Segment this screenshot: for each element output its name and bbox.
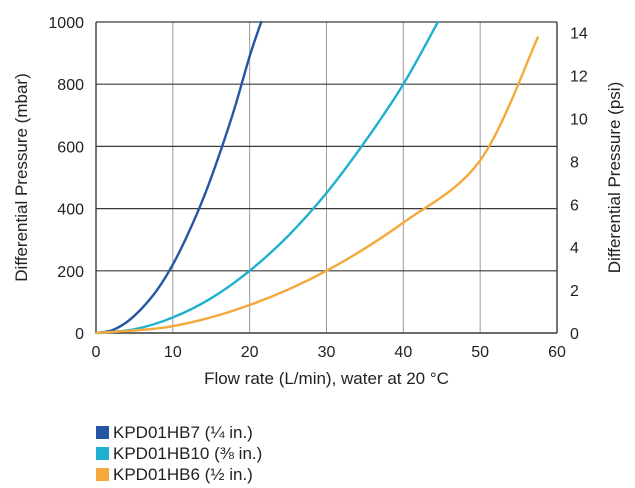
y2-tick-label-7: 14: [570, 26, 588, 43]
x-tick-label-4: 40: [394, 344, 412, 361]
y-tick-label-5: 1000: [48, 15, 84, 32]
legend-item: KPD01HB6 (½ in.): [96, 464, 262, 485]
series-line-0: [94, 20, 263, 335]
legend: KPD01HB7 (¼ in.) KPD01HB10 (⅜ in.) KPD01…: [96, 422, 262, 485]
series-line-2: [94, 36, 539, 335]
legend-swatch-2: [96, 468, 109, 481]
legend-label-2: KPD01HB6 (½ in.): [113, 464, 253, 484]
x-tick-label-5: 50: [471, 344, 489, 361]
y2-tick-label-5: 10: [570, 112, 588, 129]
x-tick-label-3: 30: [318, 344, 336, 361]
x-tick-label-0: 0: [92, 344, 101, 361]
grid-lines: [96, 22, 557, 333]
y2-tick-label-4: 8: [570, 154, 579, 171]
y-tick-label-2: 400: [57, 202, 84, 219]
legend-label-1: KPD01HB10 (⅜ in.): [113, 443, 263, 463]
plot-frame: [95, 21, 558, 334]
y-tick-label-4: 800: [57, 77, 84, 94]
y2-tick-label-6: 12: [570, 69, 588, 86]
legend-swatch-0: [96, 426, 109, 439]
y-tick-label-1: 200: [57, 264, 84, 281]
series-line-1: [94, 20, 440, 335]
y2-tick-label-3: 6: [570, 197, 579, 214]
y2-tick-label-1: 2: [570, 283, 579, 300]
y-tick-label-3: 600: [57, 139, 84, 156]
legend-label-0: KPD01HB7 (¼ in.): [113, 422, 253, 442]
legend-swatch-1: [96, 447, 109, 460]
x-tick-label-1: 10: [164, 344, 182, 361]
x-tick-label-2: 20: [241, 344, 259, 361]
tick-labels: 0 10 20 30 40 50 60020040060080010000246810121…: [48, 15, 587, 361]
x-tick-label-6: 60: [548, 344, 566, 361]
series-lines: [94, 20, 539, 335]
y2-axis-label: Differential Pressure (psi): [605, 82, 624, 273]
pressure-flow-chart: 0 10 20 30 40 50 60020040060080010000246810121…: [12, 15, 624, 388]
legend-item: KPD01HB10 (⅜ in.): [96, 443, 262, 464]
y2-tick-label-2: 4: [570, 240, 579, 257]
legend-item: KPD01HB7 (¼ in.): [96, 422, 262, 443]
y-axis-label: Differential Pressure (mbar): [12, 73, 31, 281]
x-axis-label: Flow rate (L/min), water at 20 °C: [204, 369, 449, 388]
y2-tick-label-0: 0: [570, 326, 579, 343]
y-tick-label-0: 0: [75, 326, 84, 343]
